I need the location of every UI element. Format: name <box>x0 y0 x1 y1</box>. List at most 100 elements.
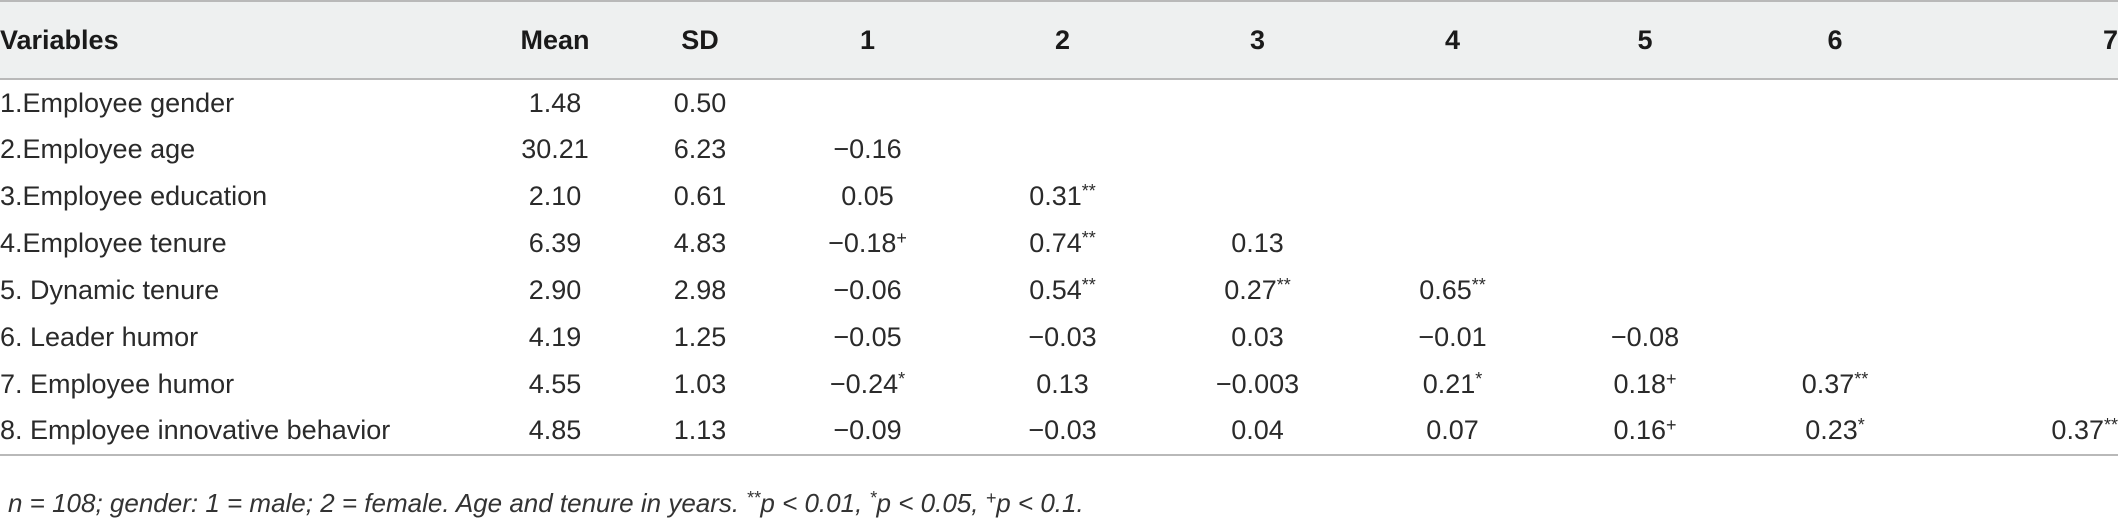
cell-sd: 0.50 <box>673 87 727 118</box>
column-header-2: 2 <box>965 0 1160 80</box>
cell-r5: −0.08 <box>1610 322 1680 352</box>
cell-r3: 0.04 <box>1160 408 1355 456</box>
cell-r5 <box>1550 267 1740 314</box>
cell-variable: 3.Employee education <box>0 181 268 211</box>
table-body: 1.Employee gender 1.48 0.50 2.Employee age 3… <box>0 79 2118 456</box>
cell-sd: 0.61 <box>673 181 727 211</box>
cell-r2: −0.03 <box>965 408 1160 456</box>
cell-sd: 1.13 <box>630 408 770 456</box>
cell-r7: 0.37** <box>1930 408 2118 456</box>
cell-r1: −0.24* <box>829 369 906 399</box>
cell-r1: −0.09 <box>770 408 965 456</box>
cell-r7 <box>1930 126 2118 173</box>
cell-r5 <box>1550 220 1740 267</box>
column-header-4: 4 <box>1355 0 1550 80</box>
column-header-variables: Variables <box>0 0 480 80</box>
cell-variable: 5. Dynamic tenure <box>0 275 220 305</box>
cell-r6 <box>1740 79 1930 126</box>
cell-r3: 0.13 <box>1231 228 1284 258</box>
cell-r4: −0.01 <box>1418 322 1487 352</box>
column-header-7: 7 <box>1930 0 2118 80</box>
cell-r3: −0.003 <box>1215 369 1300 399</box>
cell-r1: −0.16 <box>833 134 902 164</box>
cell-r2 <box>965 126 1160 173</box>
table-footnote: n = 108; gender: 1 = male; 2 = female. A… <box>8 488 1084 518</box>
cell-r4: 0.65** <box>1419 275 1486 305</box>
cell-sd: 1.03 <box>673 369 727 399</box>
cell-r2: 0.13 <box>1036 369 1089 399</box>
cell-variable: 4.Employee tenure <box>0 228 227 258</box>
cell-r2: 0.31** <box>1029 181 1096 211</box>
cell-r6 <box>1740 267 1930 314</box>
cell-r3 <box>1160 126 1355 173</box>
table-row: 2.Employee age 30.21 6.23 −0.16 <box>0 126 2118 173</box>
cell-r5: 0.18+ <box>1613 369 1677 399</box>
cell-r3: 0.03 <box>1231 322 1284 352</box>
cell-r1: −0.18+ <box>828 228 907 258</box>
cell-sd: 2.98 <box>673 275 727 305</box>
table-row: 6. Leader humor 4.19 1.25 −0.05 −0.03 0.03 −0.… <box>0 314 2118 361</box>
cell-r3 <box>1160 79 1355 126</box>
column-header-6: 6 <box>1740 0 1930 80</box>
cell-sd: 1.25 <box>673 322 727 352</box>
cell-sd: 6.23 <box>673 134 727 164</box>
cell-r7 <box>1930 173 2118 220</box>
table-row: 1.Employee gender 1.48 0.50 <box>0 79 2118 126</box>
cell-r5 <box>1550 79 1740 126</box>
cell-r7 <box>1930 79 2118 126</box>
cell-mean: 4.85 <box>480 408 630 456</box>
column-header-3: 3 <box>1160 0 1355 80</box>
cell-r4: 0.07 <box>1355 408 1550 456</box>
cell-r7 <box>1930 220 2118 267</box>
cell-r4 <box>1355 173 1550 220</box>
cell-r2: 0.54** <box>1029 275 1096 305</box>
cell-mean: 1.48 <box>528 87 582 118</box>
table-row: 3.Employee education 2.10 0.61 0.05 0.31** <box>0 173 2118 220</box>
cell-r2 <box>965 79 1160 126</box>
cell-r1: −0.05 <box>833 322 902 352</box>
cell-r6: 0.23* <box>1740 408 1930 456</box>
header-row: Variables Mean SD 1 2 3 4 5 6 7 <box>0 0 2118 80</box>
cell-mean: 6.39 <box>528 228 582 258</box>
cell-r5 <box>1550 126 1740 173</box>
column-header-1: 1 <box>770 0 965 80</box>
cell-variable: 6. Leader humor <box>0 322 199 352</box>
cell-mean: 30.21 <box>521 134 589 164</box>
cell-variable: 8. Employee innovative behavior <box>0 408 480 456</box>
cell-r7 <box>1930 361 2118 408</box>
cell-r2: 0.74** <box>1029 228 1096 258</box>
table-row: 4.Employee tenure 6.39 4.83 −0.18+ 0.74** 0.1… <box>0 220 2118 267</box>
cell-r4 <box>1355 126 1550 173</box>
cell-variable: 1.Employee gender <box>0 87 235 118</box>
cell-r6 <box>1740 126 1930 173</box>
cell-mean: 4.55 <box>528 369 582 399</box>
column-header-mean: Mean <box>480 0 630 80</box>
cell-r6 <box>1740 314 1930 361</box>
cell-r3: 0.27** <box>1224 275 1291 305</box>
cell-r5: 0.16+ <box>1550 408 1740 456</box>
cell-mean: 2.90 <box>528 275 582 305</box>
cell-r1: 0.05 <box>841 181 894 211</box>
cell-r6 <box>1740 173 1930 220</box>
cell-r3 <box>1160 173 1355 220</box>
cell-r4: 0.21* <box>1422 369 1483 399</box>
cell-mean: 2.10 <box>528 181 582 211</box>
cell-r1 <box>770 79 965 126</box>
cell-variable: 7. Employee humor <box>0 369 235 399</box>
cell-r2: −0.03 <box>1028 322 1097 352</box>
column-header-sd: SD <box>630 0 770 80</box>
cell-r5 <box>1550 173 1740 220</box>
cell-variable: 2.Employee age <box>0 134 196 164</box>
cell-sd: 4.83 <box>673 228 727 258</box>
table-row: 8. Employee innovative behavior 4.85 1.13−… <box>0 408 2118 456</box>
cell-r6 <box>1740 220 1930 267</box>
table-row: 5. Dynamic tenure 2.90 2.98 −0.06 0.54** 0.27… <box>0 267 2118 314</box>
table-row: 7. Employee humor 4.55 1.03 −0.24* 0.13 −0.00… <box>0 361 2118 408</box>
cell-r6: 0.37** <box>1801 369 1869 399</box>
cell-r7 <box>1930 267 2118 314</box>
cell-r4 <box>1355 79 1550 126</box>
cell-mean: 4.19 <box>528 322 582 352</box>
column-header-5: 5 <box>1550 0 1740 80</box>
correlation-table: Variables Mean SD 1 2 3 4 5 6 7 1.Employ… <box>0 0 2118 456</box>
